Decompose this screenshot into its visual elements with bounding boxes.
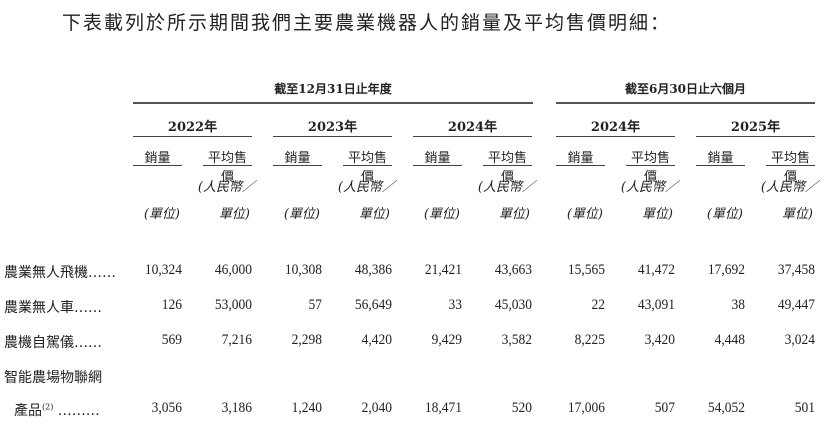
cell-price: 3,186 [221,400,252,416]
header-price: 平均售價 [207,151,247,185]
divider [413,165,462,166]
divider [133,136,252,137]
unit-price-line1: (人民幣／ [477,180,535,195]
cell-volume: 57 [308,297,323,313]
row-label-iot-products: 產品(2) ……… [14,402,100,419]
cell-price: 41,472 [637,262,675,278]
cell-price: 4,420 [361,332,392,348]
cell-volume: 33 [448,297,463,313]
cell-volume: 126 [161,297,182,313]
cell-price: 56,649 [354,297,392,313]
cell-price: 3,582 [501,332,532,348]
cell-price: 48,386 [354,262,392,278]
divider [556,102,815,104]
cell-price: 3,420 [644,332,675,348]
unit-volume: (單位) [143,207,180,222]
divider [626,165,675,166]
divider [133,102,533,104]
cell-volume: 15,565 [567,262,605,278]
cell-price: 501 [794,400,815,416]
unit-price-line1: (人民幣／ [197,180,255,195]
row-label-iot: 智能農場物聯網 [4,370,102,386]
cell-price: 7,216 [221,332,252,348]
unit-price-line2: 單位) [218,207,250,222]
divider [696,136,815,137]
unit-price-line1: (人民幣／ [337,180,395,195]
unit-price-line2: 單位) [781,207,813,222]
unit-price-line1: (人民幣／ [760,180,818,195]
cell-price: 520 [511,400,532,416]
cell-volume: 54,052 [707,400,745,416]
divider [556,165,605,166]
cell-volume: 22 [591,297,606,313]
cell-price: 507 [654,400,675,416]
cell-price: 2,040 [361,400,392,416]
cell-volume: 9,429 [431,332,462,348]
cell-price: 49,447 [777,297,815,313]
cell-volume: 2,298 [291,332,322,348]
unit-volume: (單位) [706,207,743,222]
year-header: 2023年 [307,120,358,135]
cell-volume: 17,006 [567,400,605,416]
unit-volume: (單位) [566,207,603,222]
cell-price: 53,000 [214,297,252,313]
divider [203,165,252,166]
unit-price-line2: 單位) [498,207,530,222]
cell-volume: 4,448 [714,332,745,348]
header-volume: 銷量 [144,151,171,166]
cell-price: 43,091 [637,297,675,313]
group-header-annual: 截至12月31日止年度 [274,82,392,96]
header-price: 平均售價 [347,151,387,185]
cell-volume: 17,692 [707,262,745,278]
divider [696,165,745,166]
cell-volume: 38 [731,297,746,313]
unit-volume: (單位) [283,207,320,222]
row-label-drone: 農業無人飛機…… [4,265,116,281]
cell-volume: 10,308 [284,262,322,278]
intro-text: 下表載列於所示期間我們主要農業機器人的銷量及平均售價明細： [62,12,672,34]
year-header: 2024年 [447,120,498,135]
year-header: 2022年 [167,120,218,135]
header-price: 平均售價 [487,151,527,185]
cell-volume: 8,225 [574,332,605,348]
header-volume: 銷量 [424,151,451,166]
divider [133,165,182,166]
header-volume: 銷量 [707,151,734,166]
group-header-six-months: 截至6月30日止六個月 [624,82,747,96]
header-price: 平均售價 [630,151,670,185]
cell-price: 37,458 [777,262,815,278]
cell-volume: 18,471 [424,400,462,416]
header-volume: 銷量 [567,151,594,166]
divider [766,165,815,166]
cell-volume: 21,421 [424,262,462,278]
cell-volume: 3,056 [151,400,182,416]
divider [273,165,322,166]
divider [343,165,392,166]
unit-volume: (單位) [423,207,460,222]
divider [483,165,532,166]
cell-volume: 569 [161,332,182,348]
unit-price-line2: 單位) [358,207,390,222]
row-label-vehicle: 農業無人車…… [4,300,102,316]
footnote-marker: (2) [42,402,54,412]
divider [413,136,532,137]
divider [556,136,675,137]
cell-price: 3,024 [784,332,815,348]
cell-volume: 1,240 [291,400,322,416]
cell-price: 46,000 [214,262,252,278]
year-header: 2024年 [590,120,641,135]
cell-price: 45,030 [494,297,532,313]
row-label-autopilot: 農機自駕儀…… [4,335,102,351]
divider [273,136,392,137]
cell-volume: 10,324 [144,262,182,278]
unit-price-line1: (人民幣／ [620,180,678,195]
header-price: 平均售價 [770,151,810,185]
year-header: 2025年 [730,120,781,135]
unit-price-line2: 單位) [641,207,673,222]
header-volume: 銷量 [284,151,311,166]
cell-price: 43,663 [494,262,532,278]
